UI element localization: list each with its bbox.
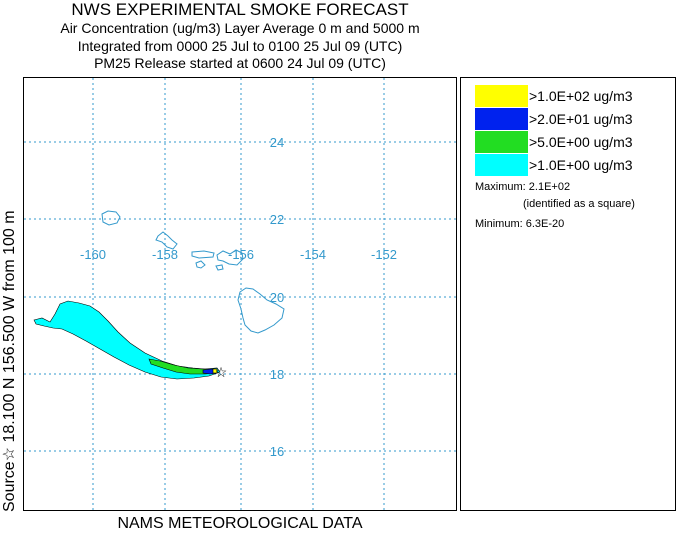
lat-label: 20 [270, 290, 284, 305]
longitude-labels: -160 -158 -156 -154 -152 [80, 247, 397, 262]
source-location-label: Source☆ 18.100 N 156.500 W from 100 m [1, 210, 18, 512]
legend-minimum: Minimum: 6.3E-20 [475, 218, 565, 230]
coastline-lanai [195, 260, 206, 269]
legend-entry-3: >5.0E+00 ug/m3 [475, 131, 657, 153]
legend-swatch-yellow [475, 85, 528, 107]
legend-swatch-blue [475, 108, 528, 130]
lat-label: 24 [270, 135, 284, 150]
lon-label: -156 [228, 247, 254, 262]
release-start: PM25 Release started at 0600 24 Jul 09 (… [94, 55, 386, 71]
legend-maximum-note: (identified as a square) [523, 198, 635, 210]
legend-swatch-green [475, 131, 528, 153]
graticule [24, 78, 456, 510]
integration-period: Integrated from 0000 25 Jul to 0100 25 J… [77, 38, 403, 54]
lat-label: 22 [270, 212, 284, 227]
lon-label: -160 [80, 247, 106, 262]
meteorological-data-label: NAMS METEOROLOGICAL DATA [117, 515, 363, 532]
lon-label: -158 [152, 247, 178, 262]
coastline-kahoolawe [215, 264, 224, 271]
legend-label: >1.0E+02 ug/m3 [529, 88, 633, 104]
forecast-title: NWS EXPERIMENTAL SMOKE FORECAST [71, 0, 409, 19]
coastline-molokai [191, 250, 215, 259]
map-panel: -160 -158 -156 -154 -152 24 22 20 18 16 [23, 77, 457, 511]
latitude-labels: 24 22 20 18 16 [270, 135, 284, 459]
maximum-square [212, 368, 218, 374]
legend-maximum: Maximum: 2.1E+02 [475, 181, 571, 193]
coastline-maui [216, 249, 244, 266]
star-icon: ☆ [215, 364, 228, 380]
lon-label: -152 [371, 247, 397, 262]
legend-entry-1: >1.0E+02 ug/m3 [475, 85, 657, 107]
smoke-map: -160 -158 -156 -154 -152 24 22 20 18 16 [24, 78, 456, 510]
smoke-plume: ☆ [33, 300, 228, 380]
plume-level-1 [33, 300, 221, 380]
legend-entry-2: >2.0E+01 ug/m3 [475, 108, 657, 130]
legend-label: >2.0E+01 ug/m3 [529, 111, 633, 127]
lon-label: -154 [300, 247, 326, 262]
concentration-subtitle: Air Concentration (ug/m3) Layer Average … [60, 20, 420, 36]
lat-label: 18 [270, 367, 284, 382]
coastline-kauai [101, 210, 121, 226]
legend-swatch-cyan [475, 154, 528, 176]
legend-entry-4: >1.0E+00 ug/m3 [475, 154, 657, 176]
legend-label: >1.0E+00 ug/m3 [529, 157, 633, 173]
coastlines [101, 210, 285, 334]
coastline-oahu [155, 231, 178, 250]
legend-label: >5.0E+00 ug/m3 [529, 134, 633, 150]
legend-panel: >1.0E+02 ug/m3 >2.0E+01 ug/m3 >5.0E+00 u… [460, 77, 676, 511]
lat-label: 16 [270, 444, 284, 459]
coastline-hawaii [237, 287, 285, 334]
